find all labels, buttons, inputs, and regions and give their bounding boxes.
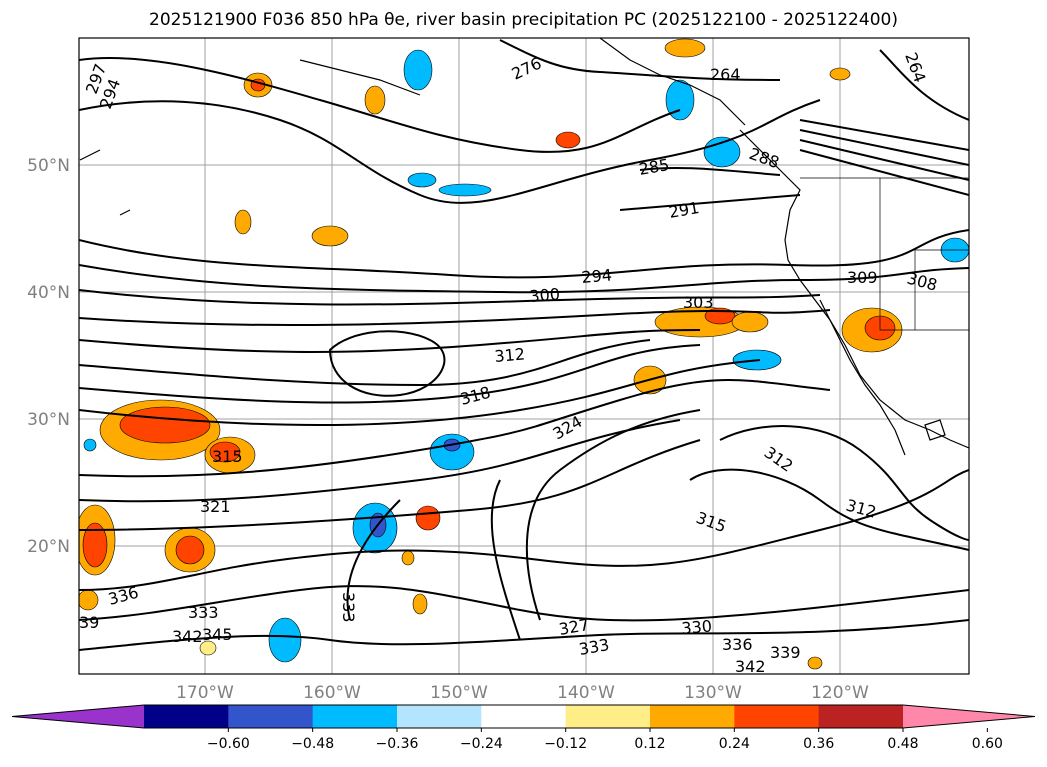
contour-label: 345 xyxy=(202,625,233,644)
colorbar-tick-label: −0.48 xyxy=(291,736,334,752)
colorbar-labels: −0.60 −0.48 −0.36 −0.24 −0.12 0.12 0.24 0.36 0.4… xyxy=(207,728,1003,752)
lat-tick-label: 30°N xyxy=(27,410,70,430)
contour-label: 339 xyxy=(770,643,801,662)
lat-tick-label: 50°N xyxy=(27,156,70,176)
map-frame xyxy=(78,37,970,675)
lon-tick-label: 170°W xyxy=(176,683,234,703)
colorbar-cell xyxy=(650,705,735,728)
lon-tick-label: 150°W xyxy=(430,683,488,703)
colorbar-outline xyxy=(11,704,1036,729)
contour-label: 300 xyxy=(529,284,561,306)
contour-label: 330 xyxy=(681,616,713,638)
colorbar-cell xyxy=(312,705,398,728)
lon-tick-label: 160°W xyxy=(303,683,361,703)
theta-e-contours xyxy=(79,39,969,651)
lat-tick-label: 40°N xyxy=(27,283,70,303)
contour-label: 333 xyxy=(188,603,219,622)
colorbar-tick-label: 0.12 xyxy=(634,736,665,752)
colorbar-cell xyxy=(397,705,482,728)
contour-label: 264 xyxy=(710,65,741,84)
colorbar-tick-label: −0.12 xyxy=(544,736,587,752)
contour-label: 333 xyxy=(339,592,358,623)
colorbar: −0.60 −0.48 −0.36 −0.24 −0.12 0.12 0.24 0.36 0.4… xyxy=(11,704,1036,752)
contour-label: 342 xyxy=(172,627,203,646)
lat-tick-label: 20°N xyxy=(27,537,70,557)
colorbar-tick-label: −0.36 xyxy=(376,736,419,752)
contour-label: 39 xyxy=(79,613,99,632)
contour-label: 321 xyxy=(200,497,231,516)
colorbar-tick-label: 0.24 xyxy=(719,736,750,752)
contour-label: 312 xyxy=(494,344,526,366)
contour-label: 309 xyxy=(847,268,878,287)
colorbar-tick-label: −0.60 xyxy=(207,736,250,752)
coastline xyxy=(79,38,969,456)
colorbar-cell xyxy=(228,705,314,728)
lat-tick-labels: 50°N 40°N 30°N 20°N xyxy=(27,156,70,557)
lon-tick-label: 120°W xyxy=(811,683,869,703)
contour-label: 294 xyxy=(581,265,613,287)
colorbar-tick-label: 0.48 xyxy=(887,736,918,752)
map-plot-area: 297 294 276 264 264 285 288 291 294 300 … xyxy=(79,38,969,676)
lon-tick-label: 130°W xyxy=(684,683,742,703)
colorbar-cell xyxy=(481,705,567,728)
lon-tick-label: 140°W xyxy=(557,683,615,703)
contour-label: 342 xyxy=(735,657,766,676)
colorbar-cell xyxy=(734,705,820,728)
colorbar-cell xyxy=(565,705,651,728)
lon-tick-labels: 170°W 160°W 150°W 140°W 130°W 120°W xyxy=(176,683,869,703)
contour-label: 303 xyxy=(683,293,714,312)
contour-label: 336 xyxy=(722,635,753,654)
state-borders xyxy=(800,177,969,331)
colorbar-extend-low xyxy=(12,705,144,728)
colorbar-cells xyxy=(11,704,1036,729)
colorbar-tick-label: 0.36 xyxy=(803,736,834,752)
colorbar-tick-label: 0.60 xyxy=(972,736,1003,752)
colorbar-cell xyxy=(818,705,904,728)
colorbar-tick-label: −0.24 xyxy=(460,736,503,752)
contour-label: 315 xyxy=(212,447,243,466)
colorbar-cell xyxy=(144,705,229,728)
map-title: 2025121900 F036 850 hPa θe, river basin … xyxy=(149,10,898,30)
colorbar-extend-high xyxy=(903,705,1035,728)
